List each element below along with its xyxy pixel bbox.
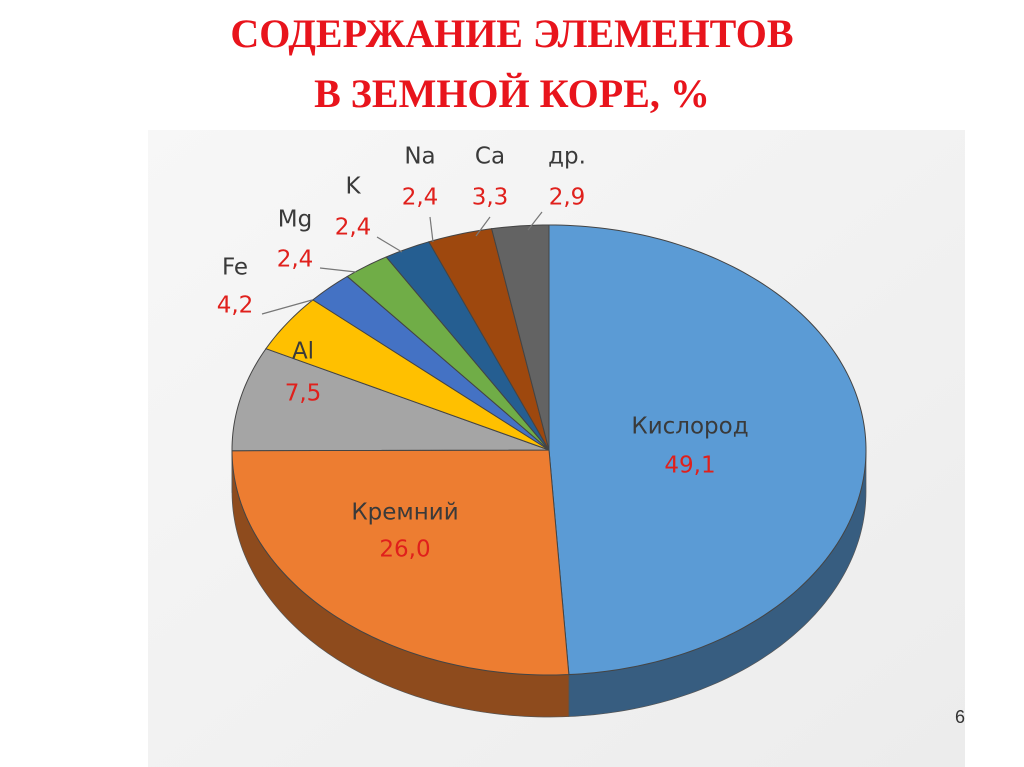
chart-title: СОДЕРЖАНИЕ ЭЛЕМЕНТОВ <box>230 11 793 56</box>
value-label: 2,4 <box>277 247 314 273</box>
value-label: 2,4 <box>402 185 439 211</box>
slide-number: 6 <box>955 707 965 727</box>
leader-line <box>475 216 491 237</box>
slice <box>385 241 550 451</box>
slice-label: Кремний <box>351 500 458 526</box>
value-label: 2,9 <box>549 185 586 211</box>
slice <box>231 449 570 676</box>
leader-line <box>319 267 357 273</box>
value-label: 2,4 <box>335 215 372 241</box>
slice <box>312 275 550 451</box>
value-label: 7,5 <box>285 381 322 407</box>
slice <box>548 224 867 676</box>
leader-line <box>527 211 543 231</box>
slice-label: др. <box>548 144 586 170</box>
slice <box>265 299 550 451</box>
leader-line <box>376 236 403 253</box>
slice <box>346 256 550 451</box>
value-label: 49,1 <box>664 453 715 479</box>
slice <box>231 348 550 452</box>
chart-title: В ЗЕМНОЙ КОРЕ, % <box>314 71 710 116</box>
slice-label: Кислород <box>631 414 748 440</box>
slice <box>428 228 550 451</box>
slice-label: Mg <box>278 207 312 233</box>
slice-label: Fe <box>222 255 248 281</box>
leader-line <box>429 216 434 243</box>
value-label: 26,0 <box>379 537 430 563</box>
slice-label: Ca <box>475 144 505 170</box>
leader-line <box>261 299 313 315</box>
slice <box>491 224 550 451</box>
slice-label: Na <box>404 144 435 170</box>
slice-label: Al <box>292 339 314 365</box>
value-label: 3,3 <box>472 185 509 211</box>
value-label: 4,2 <box>217 293 254 319</box>
slice-label: K <box>345 174 361 200</box>
